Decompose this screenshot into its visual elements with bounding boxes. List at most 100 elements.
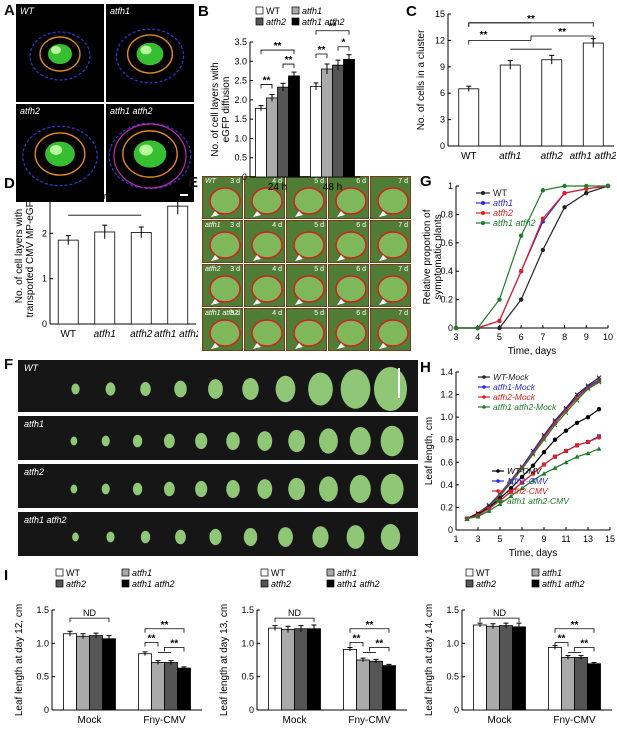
legend-label: atfh1 atfh2 bbox=[132, 579, 175, 589]
leaf bbox=[132, 482, 143, 496]
leaf-art bbox=[287, 177, 326, 218]
sig-label: ** bbox=[318, 45, 326, 56]
leaf-row: atfh1 bbox=[18, 416, 418, 460]
legend-label: atfh2 bbox=[476, 579, 496, 589]
x-tick-label: 48 h bbox=[323, 182, 342, 193]
legend-label: atfh1 atfh2 bbox=[337, 579, 380, 589]
x-axis-label: Time, days bbox=[508, 346, 557, 357]
y-tick-label: 2.0 bbox=[234, 95, 247, 105]
leaf bbox=[312, 526, 329, 548]
leaf-outline bbox=[251, 319, 283, 347]
leaf-outline bbox=[293, 275, 325, 303]
day-label: 7 d bbox=[398, 178, 408, 185]
leaf-cell: atfh1 3 d bbox=[202, 220, 243, 263]
day-label: 5 d bbox=[314, 310, 324, 317]
series-point bbox=[486, 508, 492, 513]
series-point bbox=[574, 420, 580, 425]
leaf bbox=[105, 382, 116, 396]
leaf-outline bbox=[293, 187, 325, 215]
y-tick-label: 0.8 bbox=[440, 435, 453, 445]
series-point bbox=[497, 318, 502, 324]
x-tick-label: 9 bbox=[541, 534, 546, 544]
arrow bbox=[295, 255, 303, 261]
legend-swatch bbox=[531, 568, 540, 577]
y-tick-label: 1.5 bbox=[241, 605, 254, 615]
legend-swatch bbox=[55, 579, 64, 588]
leaf-art bbox=[245, 221, 284, 262]
bar bbox=[102, 638, 116, 711]
x-tick-label: 3 bbox=[475, 534, 480, 544]
leaf-art bbox=[203, 265, 242, 306]
legend-label: atfh1 atfh2 bbox=[302, 17, 345, 27]
blue-outline bbox=[22, 125, 98, 187]
series-point bbox=[541, 437, 547, 443]
ns-label: ND bbox=[83, 608, 96, 618]
series-point bbox=[518, 297, 524, 302]
y-tick-label: 0.8 bbox=[440, 209, 453, 219]
sig-bracket bbox=[315, 53, 328, 58]
y-tick-label: 1.5 bbox=[36, 605, 49, 615]
leaf bbox=[101, 483, 110, 495]
leaf-art bbox=[329, 309, 368, 350]
arrow bbox=[337, 211, 345, 217]
legend-marker bbox=[481, 191, 485, 195]
arrow bbox=[337, 299, 345, 305]
x-tick-label: 7 bbox=[519, 534, 524, 544]
sig-bracket bbox=[468, 22, 594, 27]
legend-swatch bbox=[326, 579, 335, 588]
blue-outline bbox=[115, 28, 185, 84]
x-tick-label: 4 bbox=[475, 332, 480, 342]
chart-c: C 0 3 6 9 12 15 No. of cells in a cluster WT atfh… bbox=[406, 3, 616, 162]
sig-bracket bbox=[554, 642, 569, 647]
bar bbox=[63, 633, 77, 711]
leaf-cell: 4 d bbox=[244, 220, 285, 263]
series-point bbox=[519, 485, 525, 491]
series-point bbox=[519, 480, 525, 485]
leaf-cell: 7 d bbox=[370, 264, 411, 307]
y-tick-label: 3 bbox=[42, 183, 47, 193]
bar bbox=[167, 205, 189, 325]
leaf bbox=[209, 528, 222, 546]
series-point bbox=[453, 325, 459, 331]
day-label: 4 d bbox=[272, 178, 282, 185]
leaf bbox=[175, 529, 186, 545]
arrow bbox=[211, 211, 219, 217]
legend-swatch bbox=[260, 568, 269, 577]
bar bbox=[288, 75, 300, 178]
row-genotype: atfh1 bbox=[205, 222, 221, 229]
legend-marker bbox=[482, 405, 486, 409]
blue-outline bbox=[29, 31, 91, 81]
leaf bbox=[380, 425, 404, 457]
y-axis-label: Relative proportion of bbox=[422, 209, 433, 304]
y-tick-label: 3.5 bbox=[234, 37, 247, 47]
legend-marker bbox=[496, 489, 500, 493]
y-tick-label: 1.4 bbox=[440, 367, 453, 377]
legend-label: atfh1 atfh2-Mock bbox=[493, 402, 557, 412]
y-axis-label: Leaf length at day 13, cm bbox=[219, 604, 230, 716]
y-tick-label: 2.5 bbox=[234, 76, 247, 86]
gfp-core bbox=[140, 45, 152, 55]
bar bbox=[512, 626, 526, 711]
series-point bbox=[497, 501, 503, 507]
leaf bbox=[257, 479, 273, 499]
sig-bracket bbox=[337, 46, 350, 51]
micrograph-2: atfh2 bbox=[16, 104, 104, 202]
series-line bbox=[456, 185, 609, 329]
sig-label: ** bbox=[263, 75, 271, 86]
day-label: 3 d bbox=[230, 222, 240, 229]
micrograph-art bbox=[115, 28, 185, 84]
sig-bracket bbox=[104, 194, 179, 199]
leaf bbox=[140, 530, 151, 544]
series-point bbox=[563, 410, 569, 415]
x-tick-label: 1 bbox=[453, 534, 458, 544]
y-tick-label: 1.0 bbox=[440, 412, 453, 422]
leaf-outline bbox=[377, 231, 409, 259]
arrow bbox=[253, 343, 261, 349]
series-point bbox=[574, 454, 580, 459]
legend-label: atfh1 atfh2-CMV bbox=[507, 496, 570, 506]
sig-bracket bbox=[260, 84, 273, 89]
x-tick-label: Mock bbox=[78, 715, 103, 726]
legend-label: WT bbox=[476, 568, 490, 578]
leaf-art bbox=[245, 177, 284, 218]
legend-marker bbox=[496, 499, 500, 503]
